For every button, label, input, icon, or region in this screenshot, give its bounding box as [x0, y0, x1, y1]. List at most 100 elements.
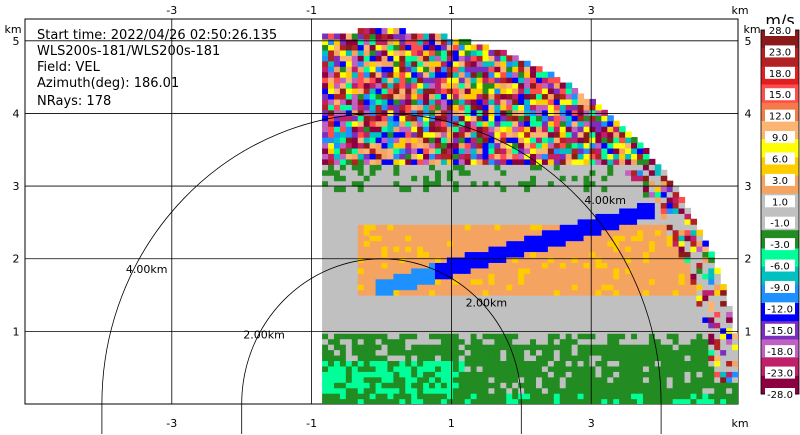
velocity-cell	[666, 354, 674, 362]
velocity-cell	[458, 365, 466, 372]
velocity-cell	[494, 60, 501, 67]
velocity-cell	[333, 278, 341, 285]
velocity-cell	[631, 311, 638, 318]
velocity-cell	[381, 109, 389, 116]
velocity-cell	[601, 333, 608, 340]
velocity-cell	[369, 376, 377, 383]
velocity-cell	[601, 289, 608, 296]
velocity-cell	[547, 82, 555, 89]
velocity-cell	[452, 191, 460, 198]
velocity-cell	[654, 333, 662, 340]
velocity-cell	[482, 262, 490, 269]
velocity-cell	[339, 240, 347, 247]
velocity-cell	[328, 49, 335, 56]
velocity-cell	[607, 240, 614, 247]
velocity-cell	[565, 213, 573, 220]
velocity-cell	[702, 316, 709, 323]
velocity-cell	[518, 104, 525, 111]
colorbar-label: -6.0	[770, 262, 790, 273]
velocity-cell	[452, 224, 460, 231]
velocity-cell	[488, 256, 495, 263]
velocity-cell	[351, 98, 359, 105]
velocity-cell	[328, 224, 335, 231]
velocity-cell	[446, 153, 454, 160]
velocity-cell	[583, 354, 591, 362]
velocity-cell	[648, 235, 656, 242]
velocity-cell	[470, 131, 478, 138]
velocity-cell	[500, 267, 507, 274]
velocity-cell	[577, 224, 585, 231]
velocity-cell	[613, 153, 620, 160]
velocity-cell	[577, 186, 585, 193]
velocity-cell	[429, 142, 436, 149]
velocity-cell	[559, 137, 567, 144]
velocity-cell	[565, 131, 573, 138]
velocity-cell	[702, 262, 709, 269]
velocity-cell	[351, 262, 359, 269]
velocity-cell	[631, 196, 638, 204]
velocity-cell	[488, 289, 495, 296]
velocity-cell	[500, 256, 507, 263]
y-tick-label: 5	[745, 35, 752, 48]
velocity-cell	[530, 398, 537, 404]
velocity-cell	[452, 164, 460, 171]
velocity-cell	[494, 207, 501, 214]
velocity-cell	[458, 333, 466, 340]
velocity-cell	[375, 33, 383, 40]
velocity-cell	[440, 213, 448, 220]
velocity-cell	[452, 93, 460, 100]
velocity-cell	[672, 246, 680, 253]
velocity-cell	[547, 126, 555, 133]
velocity-cell	[565, 246, 573, 253]
velocity-cell	[541, 246, 549, 253]
velocity-cell	[518, 202, 525, 209]
velocity-cell	[339, 71, 347, 78]
velocity-cell	[500, 327, 507, 334]
velocity-cell	[399, 349, 406, 356]
velocity-cell	[726, 316, 733, 323]
velocity-cell	[684, 229, 692, 236]
velocity-cell	[642, 213, 650, 220]
velocity-cell	[470, 300, 478, 307]
velocity-cell	[589, 349, 596, 356]
velocity-cell	[601, 246, 608, 253]
velocity-cell	[535, 267, 543, 274]
velocity-cell	[345, 104, 353, 111]
velocity-cell	[357, 115, 365, 122]
velocity-cell	[322, 82, 329, 89]
colorbar-label-bg	[765, 280, 795, 293]
velocity-cell	[636, 273, 644, 280]
velocity-cell	[506, 131, 513, 138]
velocity-cell	[458, 284, 466, 291]
velocity-cell	[434, 218, 442, 225]
velocity-cell	[405, 354, 412, 362]
velocity-cell	[429, 393, 436, 400]
velocity-cell	[429, 38, 436, 46]
velocity-cell	[571, 224, 579, 231]
velocity-cell	[333, 235, 341, 242]
velocity-cell	[577, 349, 585, 356]
velocity-cell	[518, 126, 525, 133]
velocity-cell	[322, 327, 329, 334]
velocity-cell	[625, 322, 632, 329]
velocity-cell	[660, 289, 668, 296]
velocity-cell	[547, 142, 555, 149]
velocity-cell	[333, 196, 341, 204]
velocity-cell	[423, 66, 430, 73]
velocity-cell	[429, 147, 436, 154]
velocity-cell	[423, 88, 430, 95]
velocity-cell	[488, 164, 495, 171]
velocity-cell	[541, 327, 549, 334]
velocity-cell	[565, 88, 573, 95]
velocity-cell	[666, 229, 674, 236]
velocity-cell	[333, 66, 341, 73]
velocity-cell	[339, 186, 347, 193]
velocity-cell	[494, 365, 501, 372]
velocity-cell	[458, 338, 466, 345]
velocity-cell	[440, 104, 448, 111]
velocity-cell	[345, 218, 353, 225]
velocity-cell	[369, 169, 377, 176]
velocity-cell	[506, 311, 513, 318]
velocity-cell	[553, 349, 561, 356]
velocity-cell	[339, 60, 347, 67]
